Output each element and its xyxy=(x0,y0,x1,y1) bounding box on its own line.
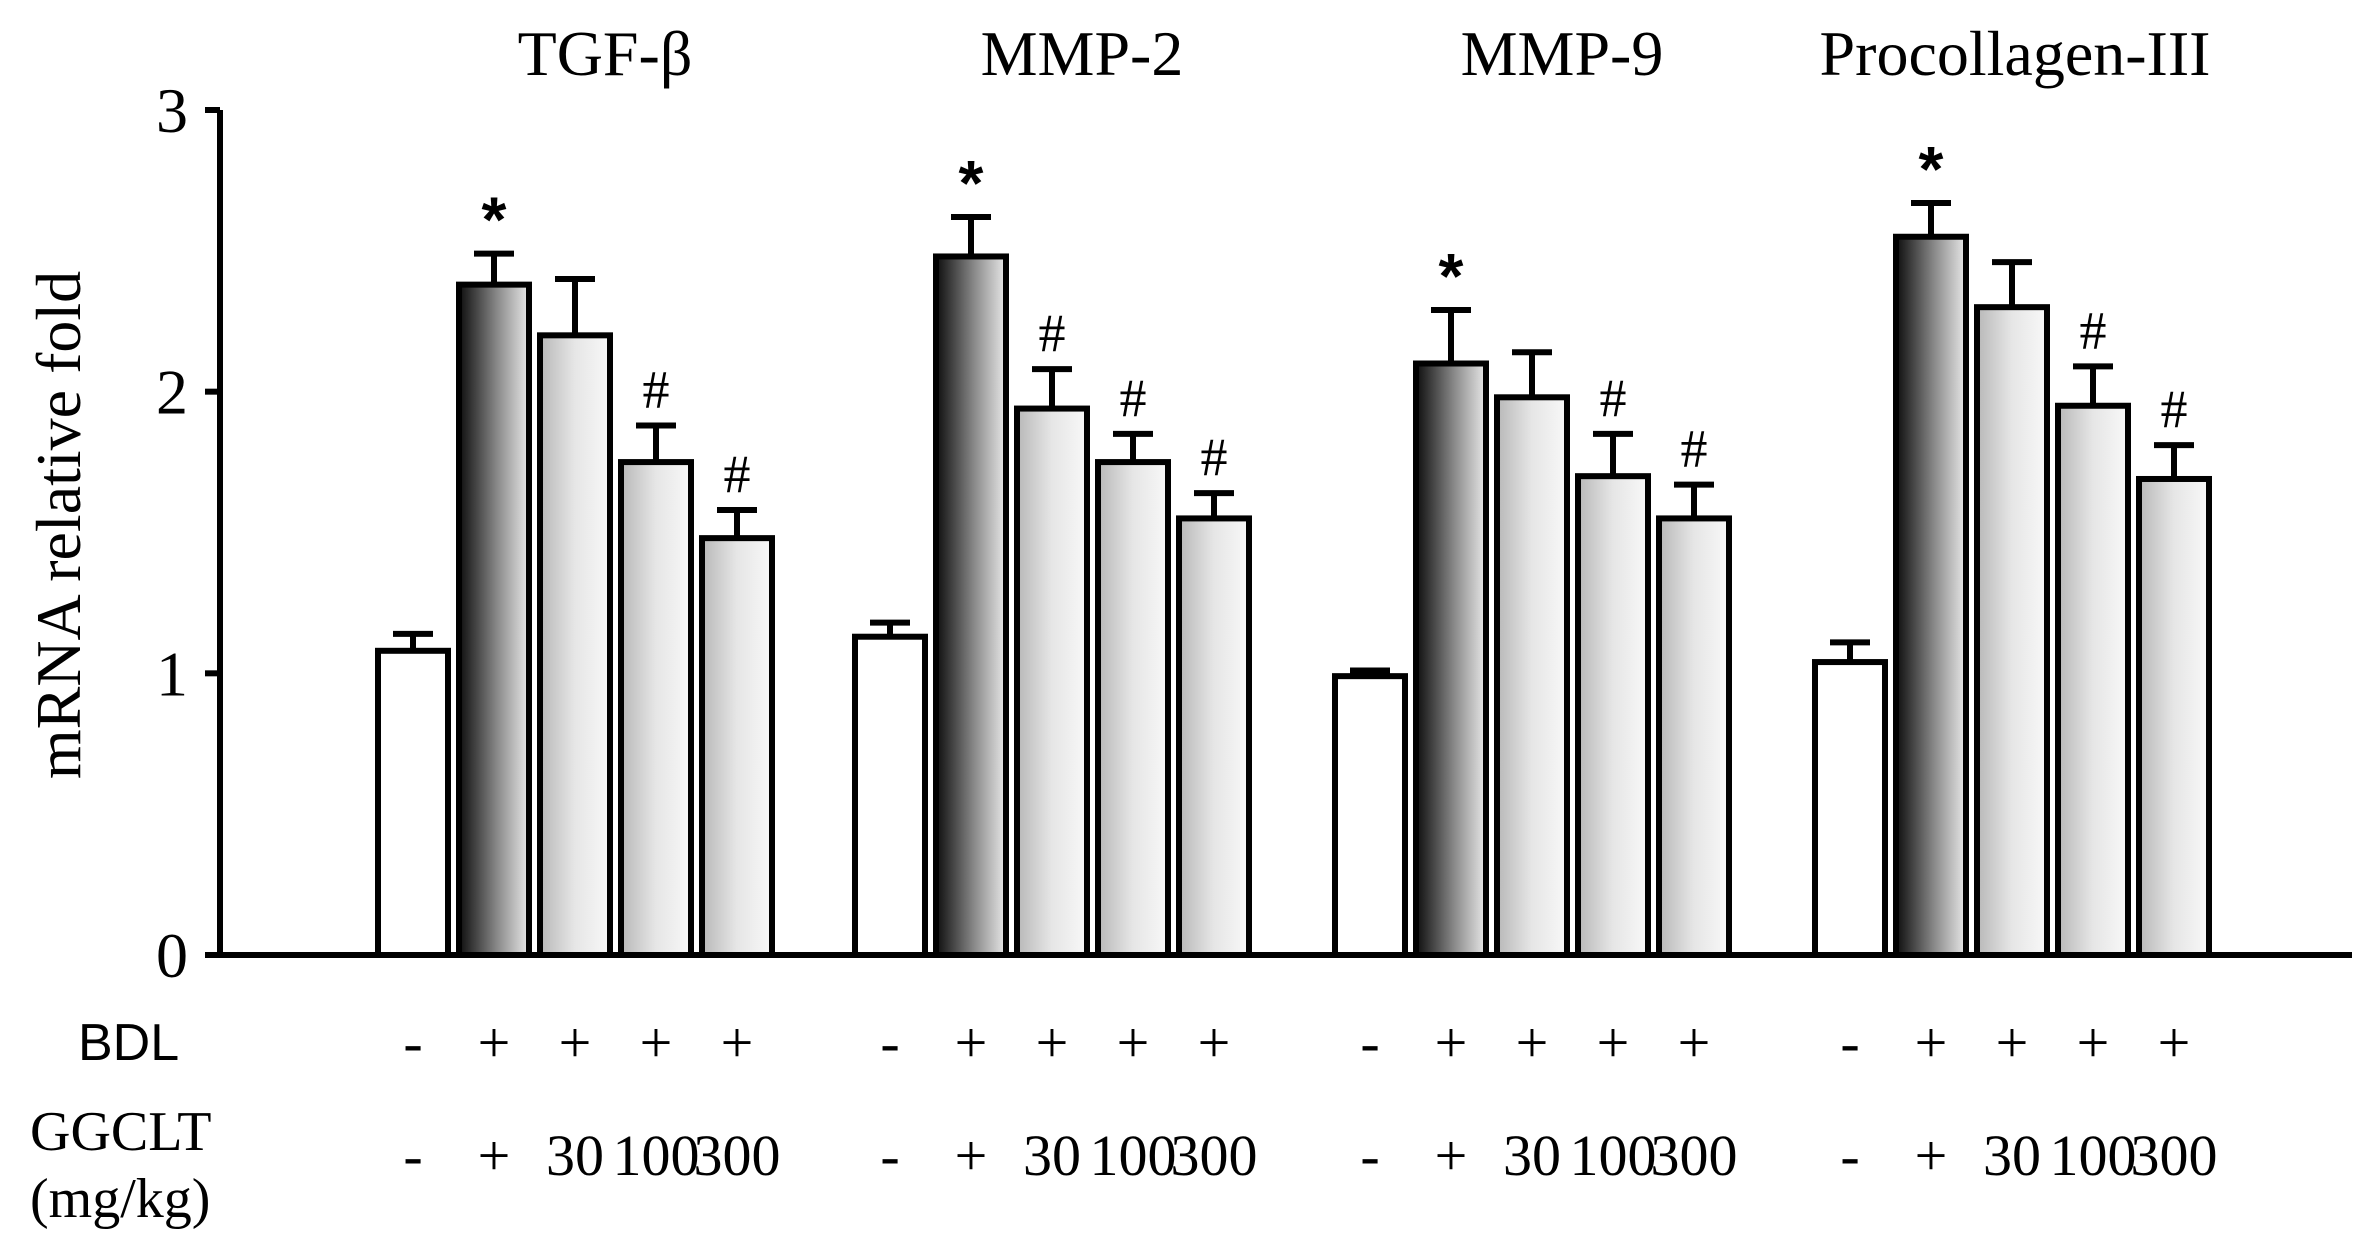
group-title: MMP-9 xyxy=(1461,18,1664,89)
significance-hash: # xyxy=(724,444,751,504)
bdl-value: + xyxy=(1996,1010,2029,1075)
y-axis-label: mRNA relative fold xyxy=(23,271,94,779)
bdl-value: + xyxy=(955,1010,988,1075)
ggclt-value: 100 xyxy=(613,1123,700,1188)
row1-label: BDL xyxy=(78,1014,179,1072)
ggclt-value: 30 xyxy=(1983,1123,2041,1188)
group-title: Procollagen-III xyxy=(1820,18,2211,89)
significance-hash: # xyxy=(1681,419,1708,479)
ggclt-value: 30 xyxy=(1503,1123,1561,1188)
bar-group: TGF-β - - * + + +30 # +100 # +300 xyxy=(375,18,781,1188)
significance-hash: # xyxy=(1039,303,1066,363)
bar xyxy=(933,253,1009,958)
bdl-value: - xyxy=(403,1010,422,1075)
bdl-value: + xyxy=(2158,1010,2191,1075)
y-tick-label: 3 xyxy=(156,75,188,146)
ggclt-value: + xyxy=(955,1123,988,1188)
bdl-value: + xyxy=(640,1010,673,1075)
ggclt-value: 100 xyxy=(1570,1123,1657,1188)
ggclt-value: - xyxy=(403,1123,422,1188)
bdl-value: - xyxy=(1840,1010,1859,1075)
ggclt-value: - xyxy=(880,1123,899,1188)
significance-hash: # xyxy=(1120,368,1147,428)
significance-hash: # xyxy=(1201,427,1228,487)
ggclt-value: + xyxy=(1915,1123,1948,1188)
group-title: TGF-β xyxy=(518,18,693,89)
bdl-value: + xyxy=(1117,1010,1150,1075)
ggclt-value: 100 xyxy=(2050,1123,2137,1188)
significance-hash: # xyxy=(2161,379,2188,439)
ggclt-value: + xyxy=(1435,1123,1468,1188)
bar-group: Procollagen-III - - * + + +30 # +100 # +300 xyxy=(1812,18,2218,1188)
ggclt-value: 300 xyxy=(1651,1123,1738,1188)
significance-hash: # xyxy=(2080,300,2107,360)
bar xyxy=(2055,402,2131,958)
bar xyxy=(375,647,451,958)
bar xyxy=(537,332,613,959)
bar xyxy=(1332,673,1408,959)
significance-star: * xyxy=(1919,133,1944,205)
bar xyxy=(1413,360,1489,958)
bdl-value: + xyxy=(1198,1010,1231,1075)
bar xyxy=(1812,659,1888,958)
ggclt-value: 30 xyxy=(1023,1123,1081,1188)
row2-unit: (mg/kg) xyxy=(30,1168,210,1230)
bdl-value: + xyxy=(1597,1010,1630,1075)
ggclt-value: 100 xyxy=(1090,1123,1177,1188)
bdl-value: + xyxy=(559,1010,592,1075)
ggclt-value: 300 xyxy=(694,1123,781,1188)
y-ticks: 0 1 2 3 xyxy=(156,75,220,991)
bar-group: MMP-2 - - * + + # +30 # +100 # +300 xyxy=(852,18,1258,1188)
bar xyxy=(1494,394,1570,958)
bdl-value: + xyxy=(1678,1010,1711,1075)
bdl-value: + xyxy=(2077,1010,2110,1075)
bar-groups: TGF-β - - * + + +30 # +100 # +300 MMP-2 - - * + + # +30 # +1… xyxy=(375,18,2218,1188)
bdl-value: + xyxy=(1435,1010,1468,1075)
bar-group: MMP-9 - - * + + +30 # +100 # +300 xyxy=(1332,18,1738,1188)
y-tick-label: 2 xyxy=(156,357,188,428)
bar xyxy=(1575,473,1651,958)
bdl-value: + xyxy=(1036,1010,1069,1075)
ggclt-value: - xyxy=(1840,1123,1859,1188)
bar xyxy=(2136,475,2212,958)
significance-star: * xyxy=(1439,240,1464,312)
ggclt-value: + xyxy=(478,1123,511,1188)
bar xyxy=(699,535,775,959)
bar xyxy=(1974,304,2050,958)
row2-label: GGCLT xyxy=(30,1101,212,1163)
y-tick-label: 1 xyxy=(156,638,188,709)
condition-table: BDL GGCLT (mg/kg) xyxy=(30,1014,212,1230)
bar xyxy=(1014,405,1090,959)
y-tick-label: 0 xyxy=(156,920,188,991)
bar xyxy=(1656,515,1732,959)
significance-star: * xyxy=(482,184,507,256)
bdl-value: + xyxy=(1915,1010,1948,1075)
bar xyxy=(852,633,928,958)
ggclt-value: 30 xyxy=(546,1123,604,1188)
bar xyxy=(1893,233,1969,958)
significance-hash: # xyxy=(1600,368,1627,428)
bdl-value: - xyxy=(1360,1010,1379,1075)
significance-hash: # xyxy=(643,359,670,419)
bar xyxy=(1176,515,1252,959)
bdl-value: + xyxy=(721,1010,754,1075)
ggclt-value: 300 xyxy=(1171,1123,1258,1188)
ggclt-value: 300 xyxy=(2131,1123,2218,1188)
bdl-value: + xyxy=(478,1010,511,1075)
bar xyxy=(1095,459,1171,958)
bar xyxy=(618,459,694,958)
bdl-value: - xyxy=(880,1010,899,1075)
bar xyxy=(456,281,532,958)
significance-star: * xyxy=(959,147,984,219)
ggclt-value: - xyxy=(1360,1123,1379,1188)
bdl-value: + xyxy=(1516,1010,1549,1075)
group-title: MMP-2 xyxy=(981,18,1184,89)
